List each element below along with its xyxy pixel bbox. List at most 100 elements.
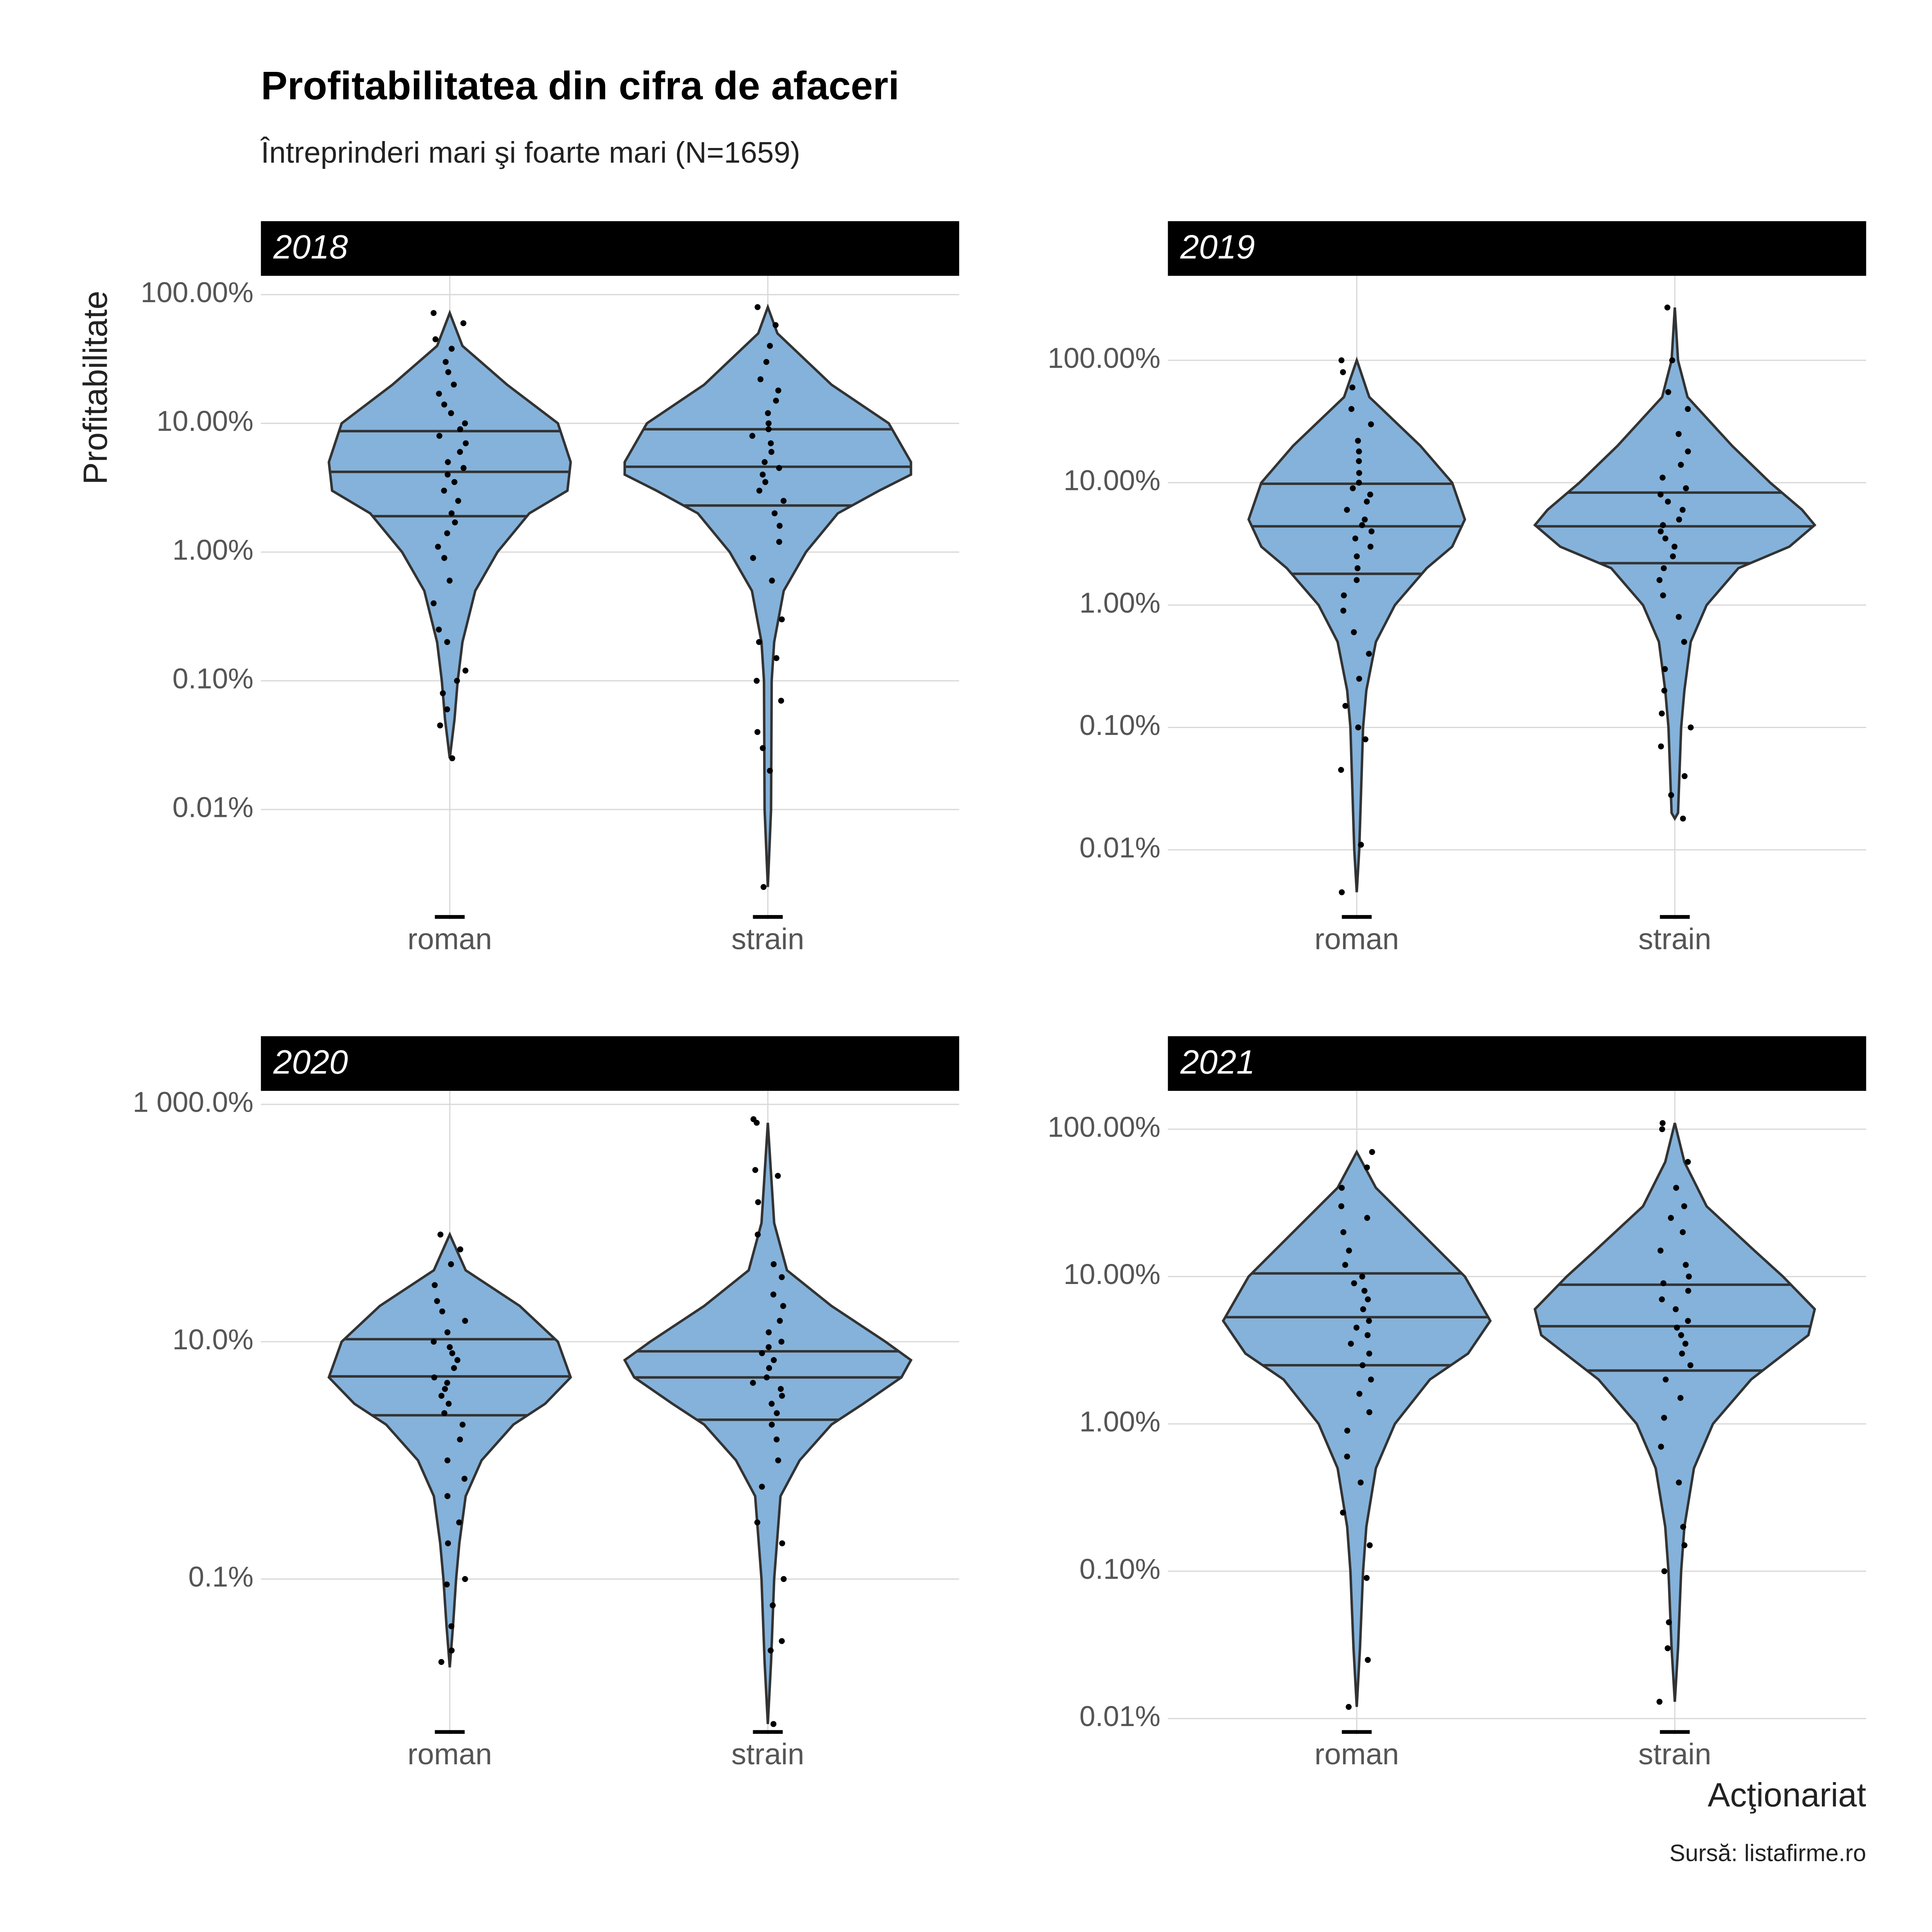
data-point: [1671, 544, 1678, 550]
data-point: [1661, 1568, 1668, 1574]
data-point: [1357, 1479, 1364, 1486]
data-point: [754, 729, 760, 735]
chart-title: Profitabilitatea din cifra de afaceri: [261, 63, 899, 108]
data-point: [1345, 1704, 1352, 1710]
data-point: [770, 1721, 777, 1727]
y-tick-label: 1.00%: [172, 534, 253, 566]
data-point: [441, 401, 447, 408]
data-point: [781, 1576, 787, 1582]
data-point: [1683, 485, 1689, 492]
data-point: [463, 440, 469, 446]
y-tick-label: 0.10%: [1080, 1553, 1161, 1585]
data-point: [444, 706, 450, 713]
data-point: [1338, 889, 1345, 895]
facet-label: 2019: [1180, 228, 1255, 266]
data-point: [1356, 458, 1362, 464]
data-point: [436, 626, 442, 633]
data-point: [1365, 1657, 1371, 1663]
data-point: [462, 1576, 468, 1582]
data-point: [1360, 1306, 1366, 1312]
data-point: [1338, 357, 1345, 364]
data-point: [462, 420, 468, 427]
y-tick-label: 1.00%: [1080, 1405, 1161, 1437]
data-point: [776, 539, 782, 545]
data-point: [452, 519, 458, 526]
data-point: [767, 343, 773, 349]
facet-label: 2018: [273, 228, 348, 266]
data-point: [1685, 406, 1691, 412]
data-point: [777, 1386, 784, 1392]
data-point: [441, 555, 447, 561]
data-point: [766, 1365, 772, 1371]
data-point: [449, 345, 455, 352]
data-point: [460, 320, 466, 327]
data-point: [451, 479, 457, 485]
data-point: [1366, 1409, 1372, 1415]
data-point: [1673, 1306, 1679, 1312]
data-point: [442, 359, 449, 365]
data-point: [1352, 535, 1359, 542]
data-point: [756, 639, 762, 645]
data-point: [1367, 492, 1373, 498]
data-point: [1673, 1185, 1679, 1191]
data-point: [460, 465, 467, 471]
data-point: [449, 755, 456, 762]
data-point: [1682, 1340, 1689, 1347]
data-point: [1659, 474, 1666, 481]
data-point: [1356, 480, 1362, 486]
y-tick-label: 0.10%: [1080, 709, 1161, 741]
data-point: [1657, 1247, 1664, 1254]
data-point: [1668, 1215, 1674, 1221]
data-point: [755, 1231, 761, 1238]
x-tick-label: roman: [408, 923, 492, 956]
data-point: [444, 530, 450, 536]
data-point: [1678, 1332, 1684, 1338]
data-point: [765, 410, 771, 416]
data-point: [760, 745, 766, 751]
data-point: [753, 1119, 760, 1126]
data-point: [775, 1173, 781, 1179]
data-point: [1660, 1120, 1666, 1126]
violin: [623, 1122, 913, 1724]
data-point: [430, 310, 437, 316]
data-point: [1362, 516, 1368, 523]
data-point: [1660, 592, 1666, 599]
y-tick-label: 100.00%: [1048, 1111, 1160, 1143]
data-point: [773, 398, 779, 404]
caption: Sursă: listafirme.ro: [1669, 1840, 1866, 1866]
data-point: [770, 1291, 777, 1298]
data-point: [777, 1318, 783, 1324]
data-point: [749, 433, 755, 439]
data-point: [1676, 1479, 1682, 1486]
data-point: [444, 1581, 450, 1588]
data-point: [776, 523, 783, 529]
data-point: [1687, 1362, 1694, 1368]
data-point: [448, 410, 454, 416]
data-point: [1338, 767, 1344, 773]
data-point: [455, 498, 461, 504]
data-point: [457, 1246, 463, 1253]
data-point: [774, 1410, 780, 1416]
data-point: [1681, 639, 1687, 645]
y-tick-label: 10.00%: [1063, 464, 1160, 497]
y-tick-label: 100.00%: [141, 276, 253, 308]
data-point: [1353, 1325, 1360, 1331]
data-point: [754, 1519, 760, 1526]
data-point: [445, 459, 451, 465]
data-point: [1359, 1362, 1366, 1368]
data-point: [449, 1350, 456, 1356]
data-point: [1368, 421, 1374, 427]
data-point: [1364, 1215, 1370, 1221]
data-point: [448, 510, 455, 517]
data-point: [1366, 1350, 1372, 1357]
data-point: [762, 459, 768, 465]
data-point: [1344, 1453, 1350, 1460]
data-point: [457, 426, 463, 432]
data-point: [1661, 565, 1667, 571]
data-point: [768, 449, 775, 455]
data-point: [1344, 1427, 1350, 1434]
y-tick-label: 1.00%: [1080, 587, 1161, 619]
data-point: [1362, 736, 1369, 743]
